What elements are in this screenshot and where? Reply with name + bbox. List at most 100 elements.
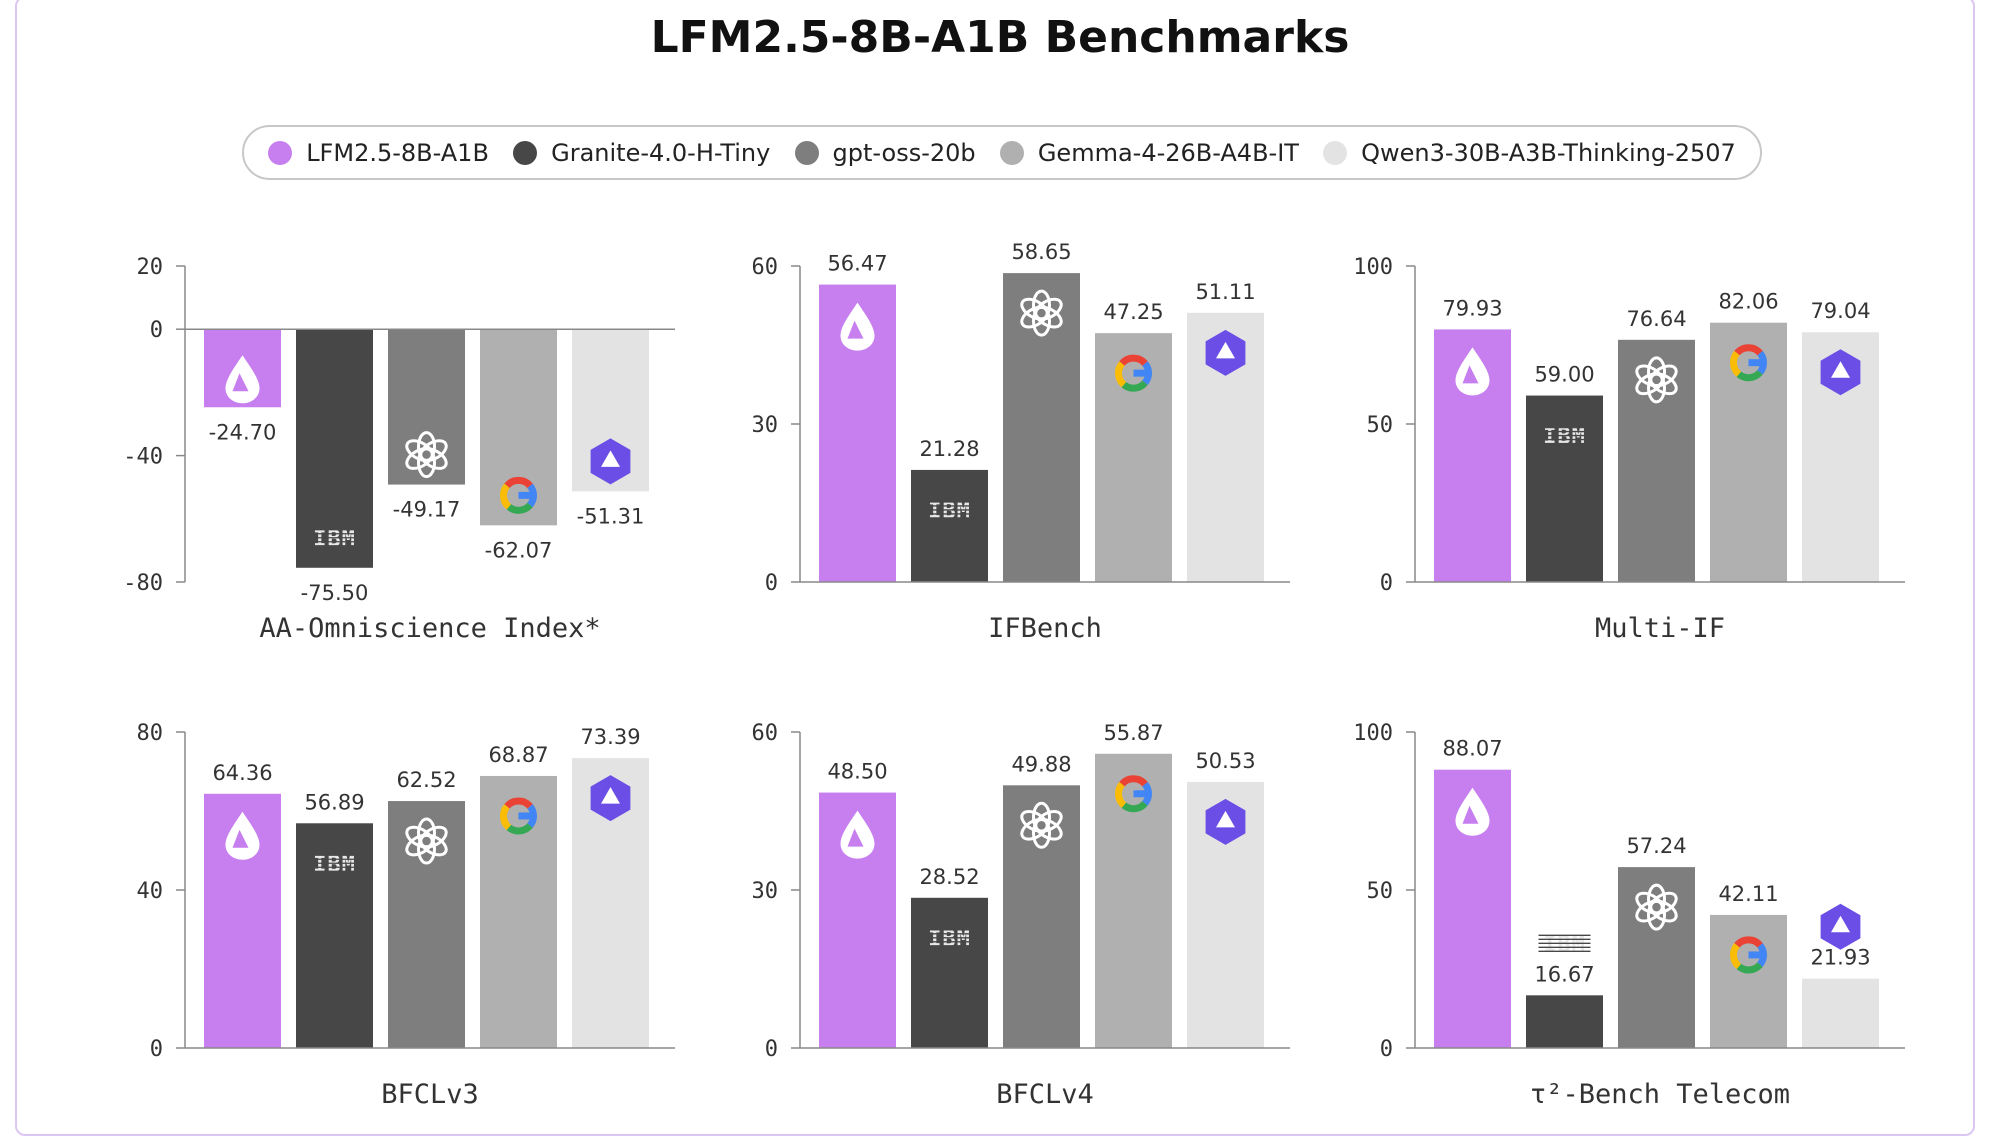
legend-swatch bbox=[268, 140, 293, 165]
svg-text:IBM: IBM bbox=[928, 499, 971, 524]
bar bbox=[296, 329, 373, 568]
data-label: 58.65 bbox=[1011, 240, 1071, 264]
benchmark-title: BFCLv3 bbox=[381, 1079, 479, 1110]
openai-logo-icon bbox=[405, 431, 448, 479]
google-logo-icon bbox=[1730, 936, 1767, 974]
data-label: 82.06 bbox=[1718, 290, 1778, 314]
data-label: -75.50 bbox=[301, 581, 369, 605]
bar bbox=[911, 469, 988, 582]
bar bbox=[1526, 995, 1603, 1048]
svg-text:IBM: IBM bbox=[1543, 932, 1586, 957]
data-label: 16.67 bbox=[1534, 962, 1594, 986]
google-logo-icon bbox=[1115, 775, 1152, 813]
qwen-logo-icon bbox=[1820, 349, 1861, 396]
y-tick-label: 60 bbox=[752, 255, 779, 280]
y-tick-label: -40 bbox=[123, 445, 163, 470]
bar bbox=[1710, 914, 1787, 1048]
y-tick-label: -80 bbox=[123, 571, 163, 596]
data-label: 42.11 bbox=[1718, 882, 1778, 906]
chart-panel: 20 0 -40 -80 -24.70 -75.50 IBM -49.17 -62.07 -51.… bbox=[123, 255, 675, 644]
data-label: 88.07 bbox=[1442, 737, 1502, 761]
ibm-logo-icon: IBM bbox=[308, 852, 361, 877]
y-tick-label: 100 bbox=[1353, 255, 1393, 280]
google-logo-icon bbox=[1730, 344, 1767, 382]
liquid-logo-icon bbox=[225, 355, 260, 404]
bar bbox=[388, 329, 465, 485]
openai-logo-icon bbox=[405, 817, 448, 865]
bar bbox=[1526, 395, 1603, 582]
qwen-logo-icon bbox=[1205, 798, 1246, 845]
y-tick-label: 60 bbox=[752, 721, 779, 746]
bar bbox=[1095, 753, 1172, 1048]
qwen-logo-icon bbox=[1205, 329, 1246, 376]
legend-swatch bbox=[794, 140, 819, 165]
benchmark-title: Multi-IF bbox=[1595, 613, 1725, 644]
y-tick-label: 100 bbox=[1353, 721, 1393, 746]
qwen-logo-icon bbox=[590, 775, 631, 822]
data-label: 47.25 bbox=[1103, 300, 1163, 324]
ibm-logo-icon: IBM bbox=[923, 499, 976, 524]
openai-logo-icon bbox=[1635, 883, 1678, 931]
data-label: -49.17 bbox=[393, 498, 461, 522]
google-logo-icon bbox=[500, 797, 537, 835]
legend-swatch bbox=[1323, 140, 1348, 165]
data-label: 56.89 bbox=[304, 790, 364, 814]
ibm-logo-icon: IBM bbox=[1538, 932, 1591, 957]
data-label: 21.28 bbox=[919, 437, 979, 461]
openai-logo-icon bbox=[1635, 356, 1678, 404]
legend-label: Granite-4.0-H-Tiny bbox=[551, 138, 771, 167]
y-tick-label: 0 bbox=[1380, 571, 1393, 596]
data-label: 62.52 bbox=[396, 768, 456, 792]
y-tick-label: 30 bbox=[752, 879, 779, 904]
svg-text:IBM: IBM bbox=[313, 852, 356, 877]
chart-panel: 60 30 0 48.50 28.52 IBM 49.88 55.87 50.53 BFCLv4 bbox=[752, 721, 1290, 1110]
legend-label: Qwen3-30B-A3B-Thinking-2507 bbox=[1361, 138, 1736, 167]
legend-swatch bbox=[513, 140, 538, 165]
bar bbox=[1618, 867, 1695, 1048]
qwen-logo-icon bbox=[1820, 903, 1861, 950]
google-logo-icon bbox=[1115, 354, 1152, 392]
liquid-logo-icon bbox=[1455, 347, 1490, 396]
bar bbox=[911, 897, 988, 1048]
y-tick-label: 20 bbox=[137, 255, 164, 280]
chart-panel: 10050088.0716.67IBM57.2442.1121.93τ²-Ben… bbox=[1353, 721, 1905, 1110]
y-tick-label: 50 bbox=[1367, 879, 1394, 904]
data-label: 76.64 bbox=[1626, 307, 1686, 331]
legend-item-granite: Granite-4.0-H-Tiny bbox=[513, 139, 770, 167]
legend-item-lfm: LFM2.5-8B-A1B bbox=[268, 139, 489, 167]
bar bbox=[1618, 339, 1695, 582]
y-tick-label: 80 bbox=[137, 721, 164, 746]
legend-label: gpt-oss-20b bbox=[832, 138, 976, 167]
data-label: 57.24 bbox=[1626, 834, 1686, 858]
openai-logo-icon bbox=[1020, 801, 1063, 849]
svg-text:IBM: IBM bbox=[1543, 425, 1586, 450]
y-tick-label: 0 bbox=[1380, 1037, 1393, 1062]
y-tick-label: 0 bbox=[150, 318, 163, 343]
legend: LFM2.5-8B-A1B Granite-4.0-H-Tiny gpt-oss… bbox=[242, 125, 1762, 180]
qwen-logo-icon bbox=[590, 438, 631, 485]
bar bbox=[296, 823, 373, 1048]
legend-item-gemma: Gemma-4-26B-A4B-IT bbox=[999, 138, 1299, 167]
chart-panel: 60 30 0 56.47 21.28 IBM 58.65 47.25 51.11 IFBench bbox=[752, 240, 1290, 644]
legend-label: Gemma-4-26B-A4B-IT bbox=[1037, 138, 1299, 167]
data-label: 79.93 bbox=[1442, 296, 1502, 320]
data-label: -24.70 bbox=[209, 420, 277, 444]
data-label: 50.53 bbox=[1195, 749, 1255, 773]
liquid-logo-icon bbox=[840, 810, 875, 859]
bar bbox=[1003, 273, 1080, 582]
benchmark-title: AA-Omniscience Index* bbox=[259, 613, 600, 644]
bar bbox=[480, 775, 557, 1048]
ibm-logo-icon: IBM bbox=[1538, 425, 1591, 450]
data-label: -62.07 bbox=[485, 538, 553, 562]
chart-panel: 80 40 0 64.36 56.89 IBM 62.52 68.87 73.39 BFCLv3 bbox=[137, 721, 675, 1110]
y-tick-label: 40 bbox=[137, 879, 164, 904]
legend-item-gpt-oss: gpt-oss-20b bbox=[794, 138, 976, 167]
data-label: 73.39 bbox=[580, 725, 640, 749]
data-label: 64.36 bbox=[212, 761, 272, 785]
benchmark-title: τ²-Bench Telecom bbox=[1530, 1079, 1790, 1110]
legend-item-qwen: Qwen3-30B-A3B-Thinking-2507 bbox=[1323, 139, 1736, 167]
y-tick-label: 30 bbox=[752, 413, 779, 438]
y-tick-label: 0 bbox=[150, 1037, 163, 1062]
legend-swatch bbox=[999, 140, 1024, 165]
